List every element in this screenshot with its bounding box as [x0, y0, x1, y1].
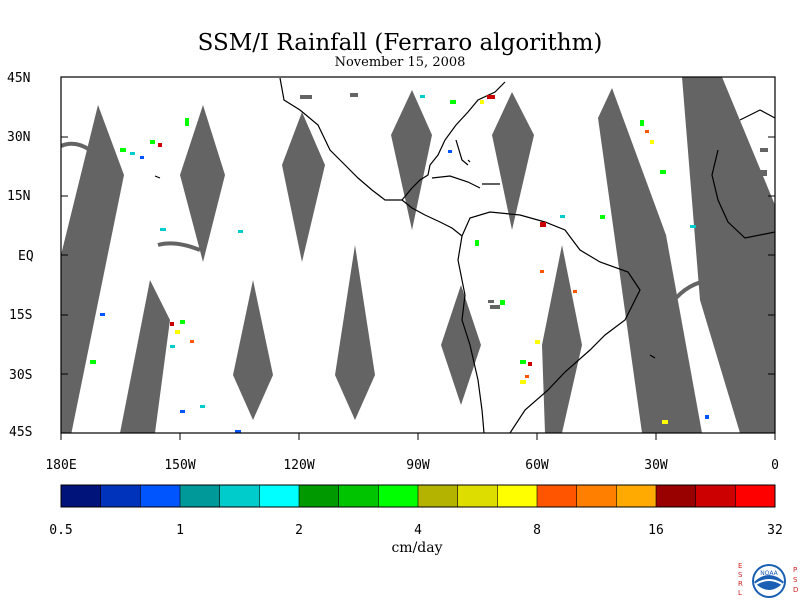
- colorbar-segment: [299, 485, 340, 507]
- longitude-labels: 180E 150W 120W 90W 60W 30W 0: [45, 458, 779, 473]
- islands: [154, 159, 656, 359]
- colorbar-segment: [735, 485, 776, 507]
- lon-label: 30W: [644, 458, 668, 473]
- lat-label: 30S: [9, 368, 32, 383]
- colorbar-segment: [656, 485, 697, 507]
- greenland-coast: [739, 109, 775, 121]
- colorbar-tick-label: 1: [176, 523, 184, 538]
- lat-label: 30N: [7, 130, 30, 145]
- colorbar-segment: [100, 485, 141, 507]
- colorbar-segment: [616, 485, 657, 507]
- colorbar-segment: [180, 485, 221, 507]
- lat-label: 45N: [7, 71, 30, 86]
- africa-coast: [711, 149, 775, 239]
- colorbar-segment: [695, 485, 736, 507]
- lon-label: 90W: [406, 458, 430, 473]
- swath-11: [441, 285, 481, 405]
- florida: [455, 139, 469, 166]
- colorbar-segment: [418, 485, 459, 507]
- colorbar-units: cm/day: [391, 540, 443, 556]
- map-date: November 15, 2008: [334, 55, 466, 70]
- svg-text:R: R: [738, 580, 743, 588]
- colorbar-segment: [61, 485, 102, 507]
- colorbar-segment: [497, 485, 538, 507]
- svg-text:S: S: [738, 571, 743, 579]
- colorbar-segment: [338, 485, 379, 507]
- swath-1: [61, 105, 124, 433]
- colorbar-segment: [378, 485, 419, 507]
- north-america-coast: [279, 77, 506, 201]
- swath-arc-3: [61, 141, 92, 152]
- swath-3: [282, 112, 325, 262]
- colorbar-tick-label: 32: [767, 523, 783, 538]
- axis-ticks: [60, 76, 776, 440]
- colorbar-segment: [140, 485, 181, 507]
- noaa-esrl-psd-logo: E S R L P S D NOAA: [738, 562, 798, 598]
- coastlines: [154, 77, 775, 433]
- swath-arc-2: [674, 277, 741, 300]
- swath-8: [120, 280, 170, 433]
- swath-2: [180, 105, 225, 262]
- swath-7: [682, 77, 775, 433]
- swath-10: [335, 245, 375, 420]
- colorbar-segment: [537, 485, 578, 507]
- colorbar-segment: [457, 485, 498, 507]
- colorbar-segment: [576, 485, 617, 507]
- lon-label: 120W: [283, 458, 314, 473]
- central-america-coast: [401, 199, 463, 237]
- colorbar: [60, 484, 776, 508]
- colorbar-tick-label: 0.5: [49, 523, 72, 538]
- missing-data-swaths: [61, 77, 775, 433]
- svg-text:P: P: [793, 566, 797, 574]
- latitude-labels: 45N 30N 15N EQ 15S 30S 45S: [7, 71, 34, 440]
- lat-label: 15N: [7, 189, 30, 204]
- lon-label: 150W: [164, 458, 195, 473]
- svg-text:D: D: [793, 586, 798, 594]
- lon-label: 0: [771, 458, 779, 473]
- colorbar-segment: [219, 485, 260, 507]
- south-america-coast: [457, 211, 641, 433]
- colorbar-tick-label: 16: [648, 523, 664, 538]
- lat-label: 45S: [9, 425, 32, 440]
- swath-12: [542, 245, 582, 433]
- colorbar-labels: 0.5 1 2 4 8 16 32: [49, 523, 783, 538]
- svg-text:E: E: [738, 562, 742, 570]
- svg-text:NOAA: NOAA: [760, 570, 778, 577]
- lat-label: 15S: [9, 308, 32, 323]
- lon-label: 60W: [525, 458, 549, 473]
- colorbar-tick-label: 8: [533, 523, 541, 538]
- lat-label: EQ: [18, 249, 34, 264]
- map-title: SSM/I Rainfall (Ferraro algorithm): [197, 30, 603, 56]
- svg-text:L: L: [738, 589, 742, 597]
- colorbar-tick-label: 2: [295, 523, 303, 538]
- swath-4: [391, 90, 432, 230]
- colorbar-segment: [259, 485, 300, 507]
- swath-9: [233, 280, 273, 420]
- cuba: [431, 175, 481, 189]
- svg-text:S: S: [793, 576, 798, 584]
- swath-5: [492, 92, 534, 230]
- rainfall-data: [90, 93, 768, 433]
- swath-arc-1: [157, 241, 201, 252]
- colorbar-tick-label: 4: [414, 523, 422, 538]
- swath-6: [598, 88, 702, 433]
- lon-label: 180E: [45, 458, 76, 473]
